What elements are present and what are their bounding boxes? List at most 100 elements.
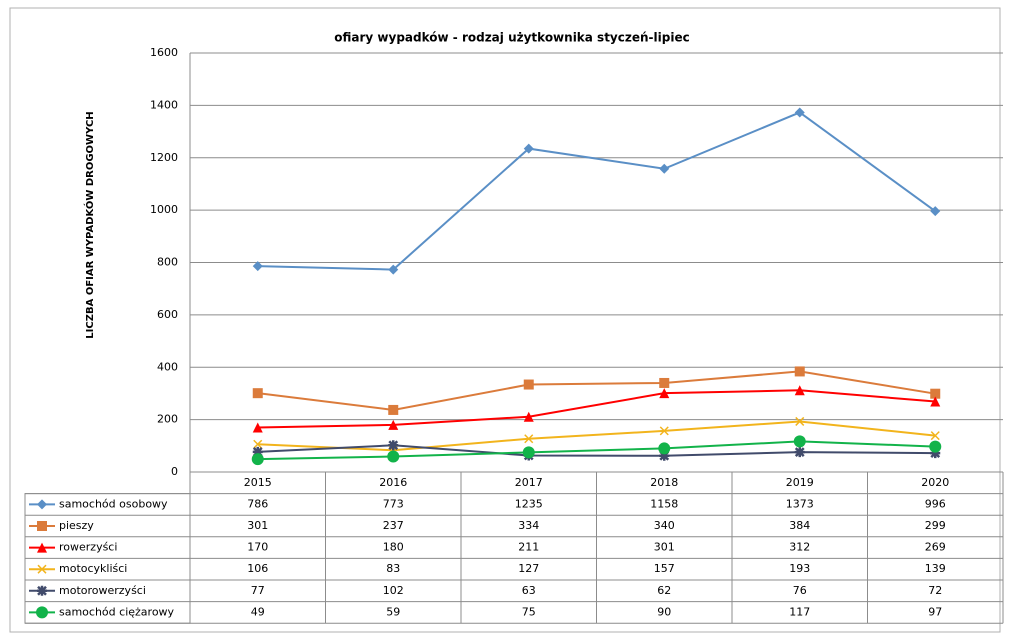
marker xyxy=(388,440,399,451)
marker xyxy=(37,564,47,574)
legend-label: samochód ciężarowy xyxy=(59,605,175,618)
y-tick-label: 200 xyxy=(157,413,178,426)
marker xyxy=(252,446,263,457)
y-tick-label: 1600 xyxy=(150,46,178,59)
table-value: 301 xyxy=(654,541,675,554)
table-value: 106 xyxy=(247,562,268,575)
table-value: 63 xyxy=(522,584,536,597)
legend-label: motorowerzyści xyxy=(59,584,146,597)
table-value: 127 xyxy=(518,562,539,575)
marker xyxy=(387,450,400,463)
table-value: 786 xyxy=(247,497,268,510)
marker xyxy=(253,439,263,449)
table-value: 299 xyxy=(925,519,946,532)
table-value: 157 xyxy=(654,562,675,575)
marker xyxy=(794,385,805,396)
series-line xyxy=(257,389,936,429)
marker xyxy=(930,448,941,459)
y-tick-label: 0 xyxy=(171,465,178,478)
table-value: 334 xyxy=(518,519,539,532)
table-value: 384 xyxy=(789,519,810,532)
marker xyxy=(524,434,534,444)
x-tick-label: 2016 xyxy=(379,476,407,489)
marker xyxy=(659,450,670,461)
x-tick-label: 2017 xyxy=(515,476,543,489)
table-value: 97 xyxy=(928,605,942,618)
legend-label: samochód osobowy xyxy=(59,497,168,510)
marker xyxy=(659,388,670,399)
table-value: 1235 xyxy=(515,497,543,510)
marker xyxy=(388,419,399,430)
marker xyxy=(659,377,670,388)
series-line xyxy=(257,444,936,457)
table-value: 170 xyxy=(247,541,268,554)
table-value: 269 xyxy=(925,541,946,554)
marker xyxy=(659,163,670,174)
chart-frame xyxy=(9,7,1001,633)
marker xyxy=(252,388,263,399)
marker xyxy=(930,206,941,217)
marker xyxy=(37,499,47,510)
marker xyxy=(658,442,671,455)
x-tick-label: 2015 xyxy=(244,476,272,489)
chart-title: ofiary wypadków - rodzaj użytkownika sty… xyxy=(334,31,689,45)
series-line xyxy=(257,370,936,411)
marker xyxy=(794,107,805,118)
marker xyxy=(523,411,534,422)
y-axis-title: LICZBA OFIAR WYPADKÓW DROGOWYCH xyxy=(83,111,96,338)
series-line xyxy=(257,420,936,452)
x-tick-label: 2018 xyxy=(650,476,678,489)
table-value: 312 xyxy=(789,541,810,554)
table-value: 76 xyxy=(793,584,807,597)
table-value: 77 xyxy=(251,584,265,597)
marker xyxy=(37,585,47,596)
table-value: 49 xyxy=(251,605,265,618)
x-tick-label: 2019 xyxy=(786,476,814,489)
table-value: 139 xyxy=(925,562,946,575)
y-tick-label: 800 xyxy=(157,256,178,269)
marker xyxy=(794,447,805,458)
table-value: 180 xyxy=(383,541,404,554)
table-value: 773 xyxy=(383,497,404,510)
marker xyxy=(930,431,940,441)
table-value: 237 xyxy=(383,519,404,532)
table-value: 193 xyxy=(789,562,810,575)
table-value: 996 xyxy=(925,497,946,510)
marker xyxy=(37,521,47,531)
y-tick-label: 600 xyxy=(157,308,178,321)
marker xyxy=(388,404,399,415)
legend-label: motocykliści xyxy=(59,562,127,575)
table-value: 340 xyxy=(654,519,675,532)
marker xyxy=(929,440,942,453)
marker xyxy=(388,264,399,275)
series-line xyxy=(257,111,936,271)
legend-label: pieszy xyxy=(59,519,94,532)
marker xyxy=(793,435,806,448)
marker xyxy=(930,388,941,399)
marker xyxy=(795,416,805,426)
marker xyxy=(252,261,263,272)
marker xyxy=(930,396,941,407)
table-value: 301 xyxy=(247,519,268,532)
table-value: 72 xyxy=(928,584,942,597)
y-tick-label: 1200 xyxy=(150,151,178,164)
marker xyxy=(794,366,805,377)
marker xyxy=(523,143,534,154)
table-value: 1373 xyxy=(786,497,814,510)
marker xyxy=(252,422,263,433)
y-tick-label: 1400 xyxy=(150,98,178,111)
marker xyxy=(522,446,535,459)
y-tick-label: 1000 xyxy=(150,203,178,216)
table-value: 117 xyxy=(789,605,810,618)
table-value: 211 xyxy=(518,541,539,554)
x-tick-label: 2020 xyxy=(921,476,949,489)
table-value: 62 xyxy=(657,584,671,597)
table-value: 1158 xyxy=(650,497,678,510)
table-value: 75 xyxy=(522,605,536,618)
marker xyxy=(523,379,534,390)
y-tick-label: 400 xyxy=(157,360,178,373)
marker xyxy=(251,453,264,466)
marker xyxy=(659,426,669,436)
marker xyxy=(37,542,47,553)
table-value: 83 xyxy=(386,562,400,575)
